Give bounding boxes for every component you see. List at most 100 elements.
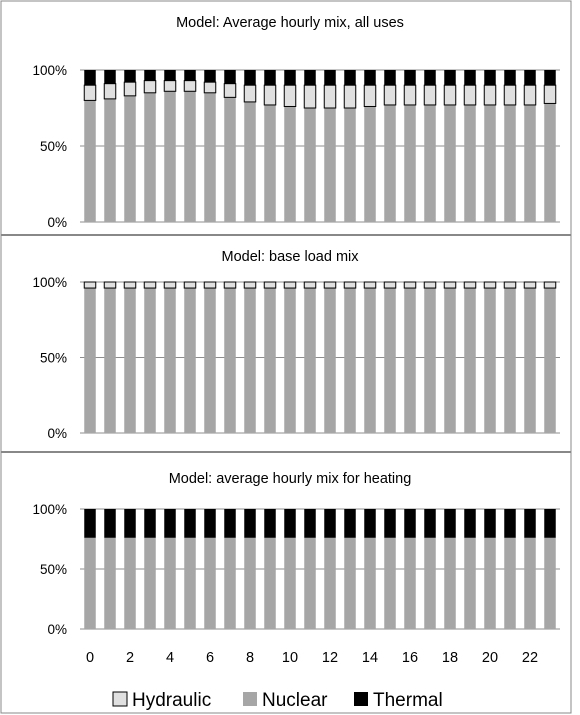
bar-thermal — [304, 509, 316, 538]
bar-nuclear — [264, 288, 276, 433]
bar-nuclear — [324, 288, 336, 433]
bar-hydraulic — [423, 84, 437, 106]
bar-nuclear — [244, 101, 256, 222]
bar-hydraulic — [503, 281, 517, 289]
bar-hydraulic — [303, 84, 317, 109]
bar-nuclear — [204, 92, 216, 222]
bar-hydraulic — [263, 281, 277, 289]
bar-thermal — [84, 70, 96, 86]
x-tick-label: 8 — [246, 650, 254, 666]
bar-hydraulic — [363, 84, 377, 107]
bar-thermal — [184, 509, 196, 538]
bar-nuclear — [244, 288, 256, 433]
bar-nuclear — [124, 288, 136, 433]
bar-thermal — [364, 509, 376, 538]
bar-nuclear — [404, 288, 416, 433]
bar-nuclear — [144, 288, 156, 433]
bar-nuclear — [104, 98, 116, 222]
bar-nuclear — [184, 537, 196, 629]
bar-thermal — [524, 70, 536, 86]
bar-hydraulic — [523, 281, 537, 289]
x-tick-label: 6 — [206, 650, 214, 666]
bar-thermal — [444, 509, 456, 538]
bar-thermal — [284, 70, 296, 86]
bar-nuclear — [144, 537, 156, 629]
x-tick-label: 20 — [482, 650, 498, 666]
bar-hydraulic — [223, 83, 237, 98]
bar-hydraulic — [523, 84, 537, 106]
bar-nuclear — [104, 288, 116, 433]
bar-thermal — [224, 70, 236, 84]
x-tick-label: 16 — [402, 650, 418, 666]
bar-thermal — [244, 509, 256, 538]
bar-thermal — [344, 70, 356, 86]
bar-hydraulic — [483, 84, 497, 106]
bar-thermal — [144, 509, 156, 538]
bar-nuclear — [404, 104, 416, 222]
bar-nuclear — [324, 108, 336, 222]
y-tick-label: 50% — [40, 139, 67, 154]
bar-nuclear — [124, 95, 136, 222]
bar-nuclear — [284, 288, 296, 433]
y-tick-label: 100% — [32, 275, 67, 290]
bar-thermal — [144, 70, 156, 81]
bar-hydraulic — [243, 281, 257, 289]
x-tick-label: 18 — [442, 650, 458, 666]
bar-thermal — [404, 70, 416, 86]
bar-hydraulic — [283, 281, 297, 289]
bar-nuclear — [364, 106, 376, 222]
bar-hydraulic — [323, 84, 337, 109]
bar-hydraulic — [383, 84, 397, 106]
bar-thermal — [204, 70, 216, 83]
bar-thermal — [404, 509, 416, 538]
bar-thermal — [104, 70, 116, 84]
bar-thermal — [424, 70, 436, 86]
x-tick-label: 12 — [322, 650, 338, 666]
bar-nuclear — [84, 288, 96, 433]
bar-thermal — [324, 509, 336, 538]
bar-nuclear — [464, 288, 476, 433]
bar-nuclear — [484, 288, 496, 433]
bar-nuclear — [544, 537, 556, 629]
bar-nuclear — [524, 537, 536, 629]
bar-nuclear — [444, 104, 456, 222]
bar-nuclear — [184, 91, 196, 222]
bar-hydraulic — [243, 84, 257, 103]
bar-thermal — [124, 70, 136, 83]
bar-nuclear — [384, 104, 396, 222]
bar-thermal — [344, 509, 356, 538]
bar-nuclear — [224, 97, 236, 222]
bar-hydraulic — [303, 281, 317, 289]
bar-thermal — [264, 70, 276, 86]
bar-hydraulic — [263, 84, 277, 106]
bar-hydraulic — [463, 84, 477, 106]
bar-nuclear — [204, 537, 216, 629]
bar-thermal — [464, 70, 476, 86]
bar-nuclear — [344, 108, 356, 222]
bar-hydraulic — [403, 84, 417, 106]
bar-hydraulic — [443, 281, 457, 289]
bar-nuclear — [544, 288, 556, 433]
bar-hydraulic — [123, 281, 137, 289]
x-tick-label: 4 — [166, 650, 174, 666]
bar-nuclear — [484, 104, 496, 222]
y-tick-label: 0% — [47, 215, 67, 230]
bar-nuclear — [464, 537, 476, 629]
bar-nuclear — [324, 537, 336, 629]
bar-hydraulic — [323, 281, 337, 289]
bar-hydraulic — [103, 281, 117, 289]
bar-hydraulic — [463, 281, 477, 289]
bar-nuclear — [344, 537, 356, 629]
bar-nuclear — [424, 104, 436, 222]
bar-thermal — [544, 509, 556, 538]
bar-nuclear — [184, 288, 196, 433]
bar-hydraulic — [103, 83, 117, 100]
bar-nuclear — [504, 288, 516, 433]
bar-nuclear — [464, 104, 476, 222]
bar-thermal — [184, 70, 196, 81]
bar-thermal — [124, 509, 136, 538]
bar-nuclear — [364, 288, 376, 433]
bar-thermal — [544, 70, 556, 86]
bar-hydraulic — [543, 84, 557, 104]
